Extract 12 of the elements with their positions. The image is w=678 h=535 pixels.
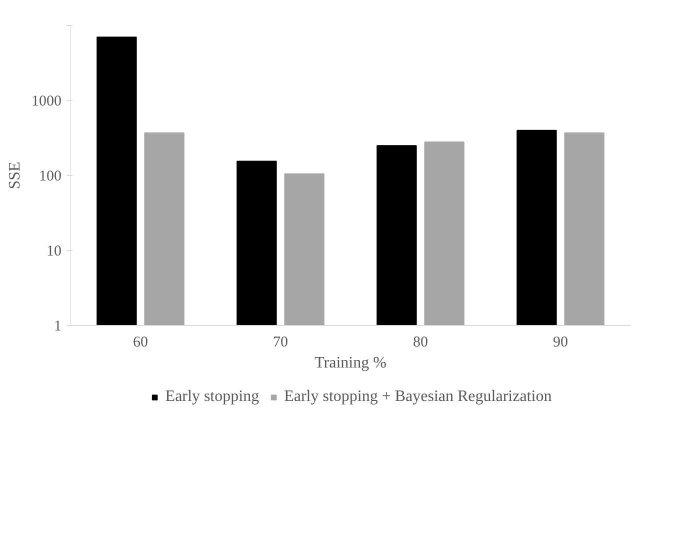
legend-label: Early stopping + Bayesian Regularization	[284, 388, 552, 406]
x-tick-label: 60	[133, 334, 148, 350]
x-tick-label: 80	[413, 334, 428, 350]
y-axis-title: SSE	[6, 162, 24, 190]
y-tick-label: 1000	[32, 94, 62, 110]
x-axis-title: Training %	[314, 354, 386, 372]
x-tick-label: 90	[553, 334, 568, 350]
legend-label: Early stopping	[165, 388, 260, 406]
y-tick-label: 1	[54, 318, 62, 334]
y-tick-label: 100	[39, 168, 62, 184]
y-tick-label: 10	[46, 244, 62, 260]
x-tick-label: 70	[273, 334, 288, 350]
